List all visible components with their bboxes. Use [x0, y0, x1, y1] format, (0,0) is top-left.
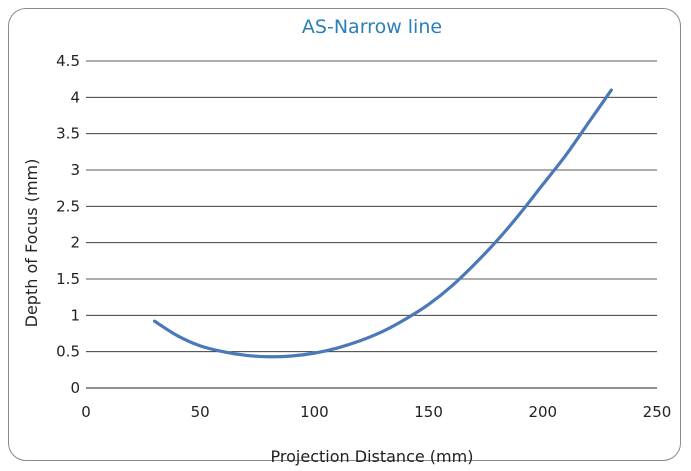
x-tick-label: 100	[300, 403, 329, 421]
y-tick-labels: 0 0.5 1 1.5 2 2.5 3 3.5 4 4.5	[56, 52, 80, 397]
x-axis-label: Projection Distance (mm)	[271, 447, 474, 466]
series-group	[152, 88, 613, 359]
x-tick-label: 250	[643, 403, 672, 421]
y-tick-label: 3	[70, 161, 80, 179]
y-tick-label: 4	[70, 88, 80, 106]
series-line-0	[152, 88, 613, 359]
chart-title: AS-Narrow line	[302, 16, 442, 38]
x-tick-label: 0	[81, 403, 91, 421]
y-tick-label: 0.5	[56, 343, 80, 361]
chart-frame	[8, 8, 681, 461]
y-axis-label: Depth of Focus (mm)	[22, 159, 41, 328]
x-tick-labels: 0 50 100 150 200 250	[81, 403, 671, 421]
x-tick-label: 50	[191, 403, 210, 421]
y-tick-label: 1.5	[56, 270, 80, 288]
y-tick-label: 0	[70, 379, 80, 397]
x-tick-label: 200	[528, 403, 557, 421]
x-tick-label: 150	[414, 403, 443, 421]
y-tick-label: 1	[70, 306, 80, 324]
y-tick-label: 3.5	[56, 125, 80, 143]
y-tick-label: 4.5	[56, 52, 80, 70]
y-tick-label: 2.5	[56, 197, 80, 215]
grid-lines	[86, 60, 657, 353]
y-tick-label: 2	[70, 234, 80, 252]
